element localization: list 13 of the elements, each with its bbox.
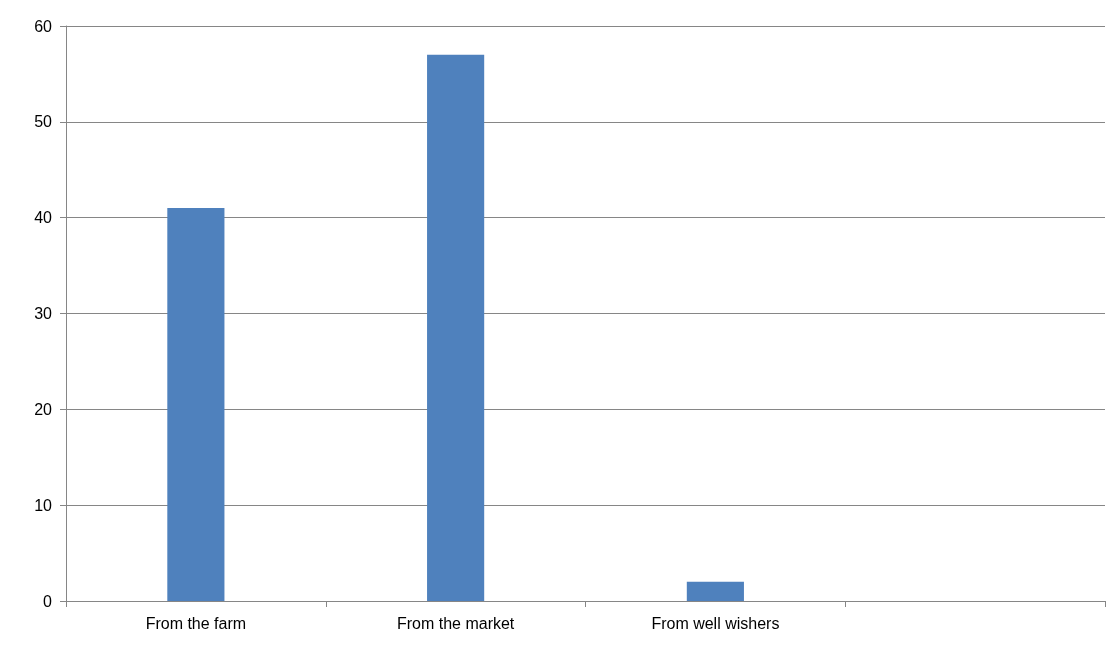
y-tick-label: 40 <box>34 209 53 227</box>
x-tick-label: From the farm <box>145 614 247 632</box>
y-tick-label: 20 <box>34 400 53 418</box>
y-tick-label: 10 <box>34 496 53 514</box>
x-tick-label: From well wishers <box>651 614 780 632</box>
y-tick-label: 60 <box>34 17 53 35</box>
bar <box>686 581 744 601</box>
y-tick-label: 30 <box>34 305 53 322</box>
y-tick-label: 50 <box>34 113 53 131</box>
y-tick-label: 0 <box>43 592 53 610</box>
bar <box>167 208 225 601</box>
bar <box>427 54 485 601</box>
x-tick-label: From the market <box>396 614 515 632</box>
